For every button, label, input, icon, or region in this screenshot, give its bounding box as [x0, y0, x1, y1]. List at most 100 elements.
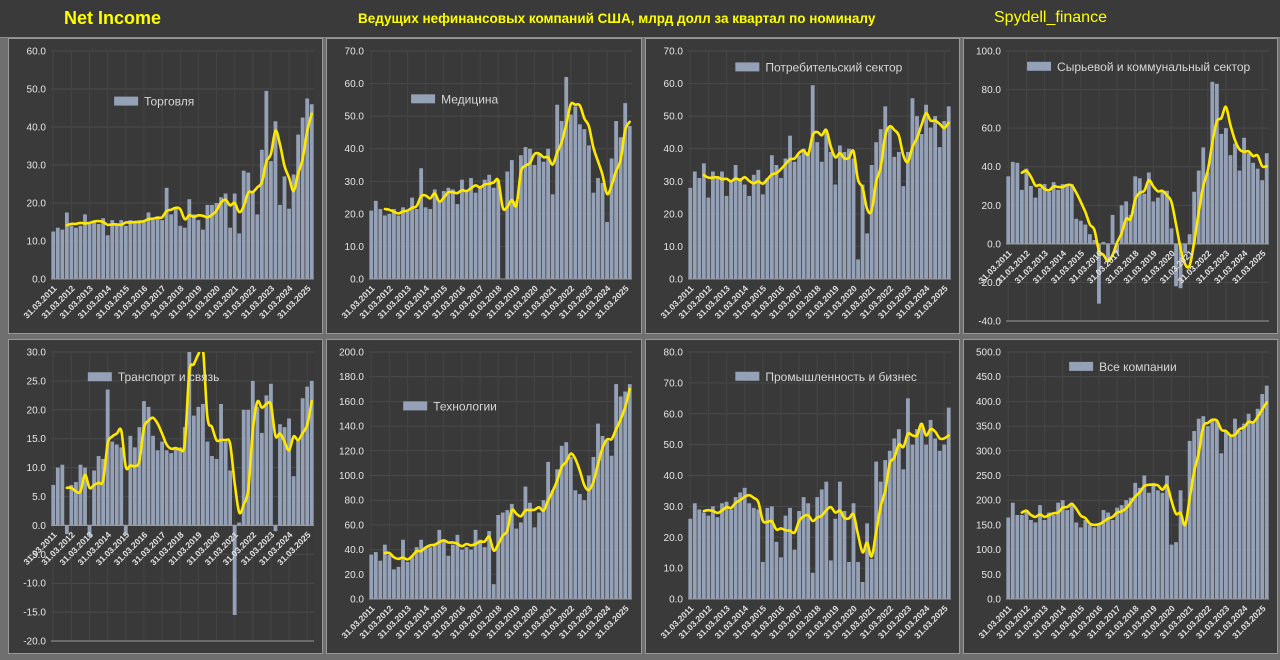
svg-text:0.0: 0.0 [669, 275, 683, 286]
legend-label: Медицина [441, 92, 498, 106]
svg-text:30.0: 30.0 [345, 177, 365, 188]
chart-trade-panel: 0.0 10.0 20.0 30.0 40.0 50.0 60.0 31.03.2011 31.… [8, 38, 324, 334]
legend-label: Все компании [1099, 360, 1177, 374]
bars-series [369, 77, 632, 279]
legend-swatch [1068, 361, 1093, 371]
chart-transport-telecom-panel: -20.0 -15.0 -10.0 -5.0 0.0 5.0 10.0 15.0 20.0 25.… [8, 339, 324, 654]
svg-text:40.0: 40.0 [345, 144, 365, 155]
legend-label: Потребительский сектор [765, 60, 902, 74]
moving-average-line [702, 422, 950, 558]
legend: Сырьевой и коммунальный сектор [1026, 60, 1251, 74]
legend-label: Торговля [144, 95, 194, 109]
moving-average-line [1020, 105, 1268, 269]
legend-swatch [734, 62, 759, 72]
legend-swatch [411, 94, 436, 104]
page-subtitle: Ведущих нефинансовых компаний США, млрд … [358, 11, 876, 26]
chart-trade: 0.0 10.0 20.0 30.0 40.0 50.0 60.0 31.03.201131.… [22, 47, 314, 321]
chart-commodity-utility: -40.0-20.00.020.040.060.080.0100.031.03.… [976, 47, 1269, 328]
legend-swatch [114, 96, 139, 106]
legend-swatch [403, 401, 428, 411]
x-axis-labels: 31.03.201131.03.201231.03.201331.03.2014… [340, 283, 631, 321]
legend: Все компании [1068, 360, 1177, 374]
svg-text:30.0: 30.0 [663, 177, 683, 188]
svg-text:60.0: 60.0 [663, 409, 683, 420]
legend: Потребительский сектор [734, 60, 902, 74]
axis-lines [51, 524, 314, 642]
chart-all-companies-panel: 0.0 50.0 100.0 150.0 200.0 250.0 300.0 350.0 400… [962, 339, 1278, 654]
svg-text:400.0: 400.0 [976, 397, 1001, 408]
bars-series [687, 398, 951, 599]
x-axis-labels: 31.03.201131.03.201231.03.201331.03.2014… [658, 283, 949, 321]
moving-average-line [65, 112, 313, 227]
svg-text:5.0: 5.0 [32, 492, 46, 503]
y-axis-labels: -40.0 -20.0 0.0 20.0 40.0 60.0 80.0 100.0 [976, 47, 1001, 328]
chart-industry-business-panel: 0.0 10.0 20.0 30.0 40.0 50.0 60.0 70.0 80.0 31.03… [644, 339, 960, 654]
x-axis-labels: 31.03.201131.03.201231.03.201331.03.2014… [976, 603, 1267, 641]
svg-text:80.0: 80.0 [663, 348, 683, 359]
svg-text:40.0: 40.0 [981, 162, 1001, 173]
svg-text:250.0: 250.0 [976, 471, 1001, 482]
svg-text:0.0: 0.0 [32, 521, 46, 532]
svg-text:40.0: 40.0 [663, 144, 683, 155]
chart-technology-panel: 0.0 20.0 40.0 60.0 80.0 100.0 120.0 140.0 160.0 1… [326, 339, 642, 654]
svg-text:150.0: 150.0 [976, 520, 1001, 531]
svg-text:40.0: 40.0 [663, 471, 683, 482]
svg-text:30.0: 30.0 [663, 502, 683, 513]
page-header: Net Income Ведущих нефинансовых компаний… [0, 0, 1280, 38]
chart-industry-business: 0.0 10.0 20.0 30.0 40.0 50.0 60.0 70.0 80.0 31.03… [658, 348, 951, 641]
svg-text:20.0: 20.0 [345, 570, 365, 581]
svg-text:160.0: 160.0 [339, 397, 364, 408]
chart-medicine-panel: 0.0 10.0 20.0 30.0 40.0 50.0 60.0 70.0 31.03.201… [326, 38, 642, 334]
y-axis-labels: 0.0 20.0 40.0 60.0 80.0 100.0 120.0 140.0 160.0 1… [339, 348, 364, 606]
watermark: Spydell_finance [994, 9, 1107, 26]
moving-average-line [65, 352, 313, 515]
svg-text:70.0: 70.0 [345, 47, 365, 58]
legend: Транспорт и связь [87, 370, 220, 384]
svg-text:60.0: 60.0 [345, 520, 365, 531]
chart-commodity-utility-panel: -40.0 -20.0 0.0 20.0 40.0 60.0 80.0 100.0 31.03.… [962, 38, 1278, 334]
svg-text:350.0: 350.0 [976, 422, 1001, 433]
y-axis-labels: -20.0 -15.0 -10.0 -5.0 0.0 5.0 10.0 15.0 20.0 25.… [23, 348, 46, 648]
svg-text:30.0: 30.0 [27, 348, 47, 359]
svg-text:25.0: 25.0 [27, 376, 47, 387]
moving-average-line [383, 101, 632, 215]
svg-text:10.0: 10.0 [345, 242, 365, 253]
chart-medicine: 0.0 10.0 20.0 30.0 40.0 50.0 60.0 70.0 31.03.201… [340, 47, 633, 321]
svg-text:80.0: 80.0 [345, 496, 365, 507]
legend-label: Транспорт и связь [118, 370, 220, 384]
svg-text:200.0: 200.0 [976, 496, 1001, 507]
svg-text:120.0: 120.0 [339, 446, 364, 457]
svg-text:300.0: 300.0 [976, 446, 1001, 457]
svg-text:20.0: 20.0 [345, 209, 365, 220]
page-title: Net Income [64, 8, 162, 28]
svg-text:100.0: 100.0 [976, 47, 1001, 58]
legend: Торговля [114, 95, 194, 109]
y-axis-labels: 0.0 50.0 100.0 150.0 200.0 250.0 300.0 350.0 400… [976, 348, 1001, 606]
svg-text:60.0: 60.0 [981, 124, 1001, 135]
legend-label: Сырьевой и коммунальный сектор [1057, 60, 1251, 74]
moving-average-line [383, 387, 632, 561]
svg-text:100.0: 100.0 [339, 471, 364, 482]
svg-text:0.0: 0.0 [350, 275, 364, 286]
svg-text:0.0: 0.0 [987, 595, 1001, 606]
svg-text:-10.0: -10.0 [23, 579, 46, 590]
legend-swatch [87, 372, 112, 382]
svg-text:40.0: 40.0 [345, 545, 365, 556]
svg-text:-15.0: -15.0 [23, 608, 46, 619]
svg-text:100.0: 100.0 [976, 545, 1001, 556]
bars-series [369, 384, 632, 599]
axis-lines [1005, 243, 1269, 322]
svg-text:10.0: 10.0 [27, 237, 47, 248]
legend: Промышленность и бизнес [734, 370, 917, 384]
chart-consumer-panel: 0.0 10.0 20.0 30.0 40.0 50.0 60.0 70.0 31.03.201… [644, 38, 960, 334]
bars-series [1006, 385, 1269, 599]
x-axis-labels: 31.03.201131.03.201231.03.201331.03.2014… [658, 603, 949, 641]
moving-average-line [702, 112, 950, 215]
svg-text:-20.0: -20.0 [23, 637, 46, 648]
svg-text:40.0: 40.0 [27, 123, 47, 134]
legend-label: Промышленность и бизнес [765, 370, 917, 384]
svg-text:0.0: 0.0 [669, 595, 683, 606]
svg-text:-20.0: -20.0 [978, 278, 1001, 289]
y-axis-labels: 0.0 10.0 20.0 30.0 40.0 50.0 60.0 70.0 [345, 47, 365, 286]
svg-text:70.0: 70.0 [663, 378, 683, 389]
